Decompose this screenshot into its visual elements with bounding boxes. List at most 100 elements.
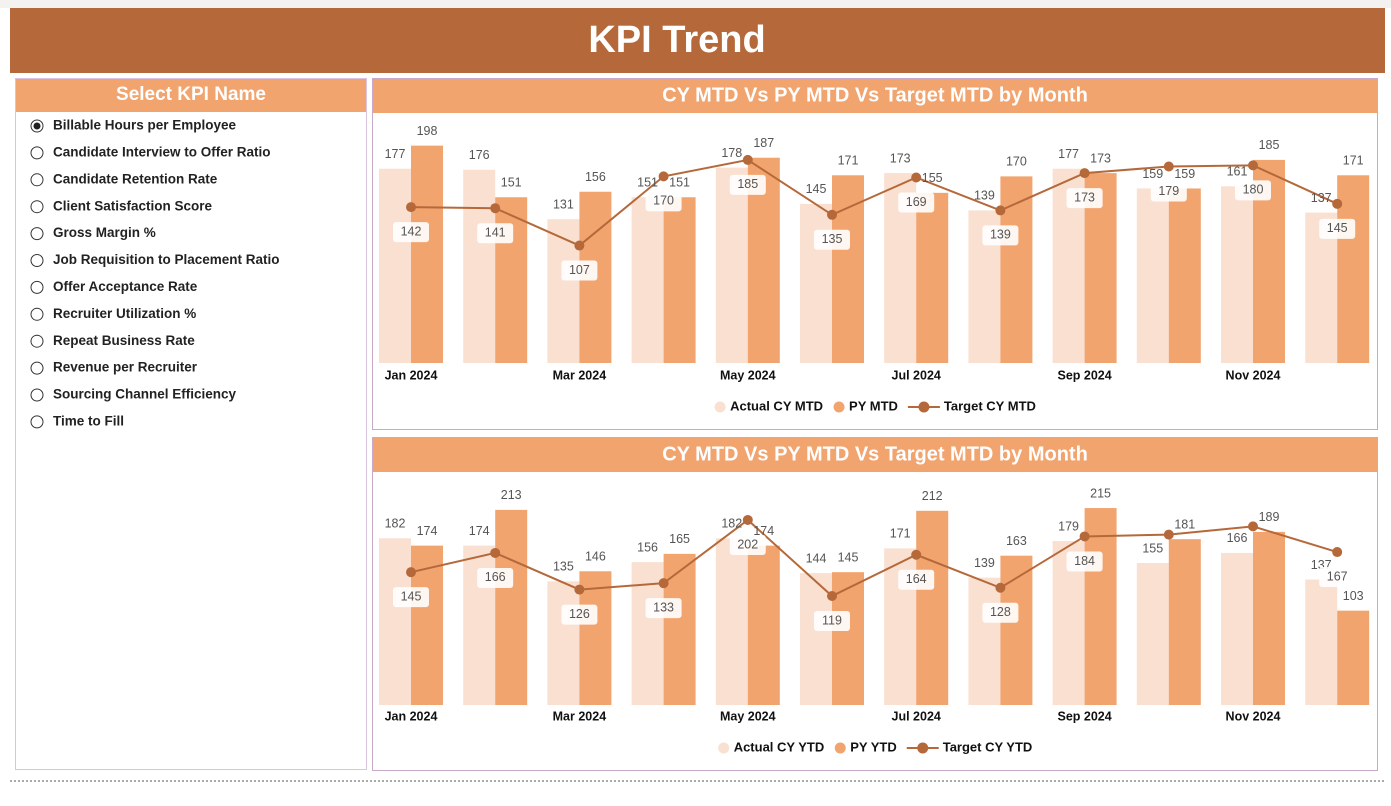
target-label: 142 bbox=[401, 224, 422, 238]
target-label: 145 bbox=[1327, 221, 1348, 235]
target-label-box bbox=[477, 223, 514, 244]
target-label: 166 bbox=[485, 570, 506, 584]
bar-label: 187 bbox=[753, 136, 774, 150]
slicer-item[interactable]: Billable Hours per Employee bbox=[53, 118, 237, 133]
slicer-item[interactable]: Repeat Business Rate bbox=[53, 333, 195, 348]
x-tick-label: Jan 2024 bbox=[385, 709, 438, 723]
slicer-item[interactable]: Sourcing Channel Efficiency bbox=[53, 387, 237, 402]
target-label: 180 bbox=[1243, 183, 1264, 197]
radio-button[interactable] bbox=[30, 200, 44, 214]
radio-button[interactable] bbox=[30, 227, 44, 241]
chart-title: CY MTD Vs PY MTD Vs Target MTD by Month bbox=[662, 84, 1088, 106]
bar bbox=[916, 192, 949, 363]
slicer-item[interactable]: Revenue per Recruiter bbox=[53, 360, 198, 375]
bar-label: 156 bbox=[585, 170, 606, 184]
target-label: 139 bbox=[990, 228, 1011, 242]
x-tick-label: Nov 2024 bbox=[1226, 368, 1281, 382]
bar bbox=[547, 219, 580, 363]
target-label-box bbox=[477, 567, 514, 588]
target-label-box bbox=[393, 587, 429, 608]
bar-label: 151 bbox=[501, 176, 522, 190]
bar-label: 155 bbox=[1142, 541, 1163, 555]
legend-label: Target CY MTD bbox=[944, 398, 1036, 413]
x-tick-label: May 2024 bbox=[720, 709, 776, 723]
slicer-item[interactable]: Recruiter Utilization % bbox=[53, 306, 196, 321]
line-point bbox=[1163, 529, 1174, 540]
slicer-item[interactable]: Gross Margin % bbox=[53, 225, 156, 240]
radio-button[interactable] bbox=[30, 254, 44, 267]
chart-header bbox=[373, 79, 1377, 113]
line-point bbox=[911, 549, 922, 560]
bar-label: 198 bbox=[417, 124, 438, 138]
chart-frame bbox=[372, 437, 1378, 771]
page-title: KPI Trend bbox=[588, 19, 765, 61]
target-label-box bbox=[982, 225, 1019, 246]
bar bbox=[547, 581, 580, 705]
bar bbox=[411, 545, 443, 705]
slicer-item[interactable]: Job Requisition to Placement Ratio bbox=[53, 252, 280, 267]
target-label-box bbox=[561, 260, 598, 281]
target-label-box bbox=[1319, 567, 1356, 588]
legend-label: Actual CY YTD bbox=[734, 739, 825, 754]
target-label: 145 bbox=[401, 589, 422, 603]
target-label: 170 bbox=[653, 194, 674, 208]
radio-button[interactable] bbox=[30, 280, 44, 294]
bar-label: 171 bbox=[1343, 154, 1364, 168]
bar-label: 151 bbox=[669, 176, 690, 190]
radio-button[interactable] bbox=[30, 415, 44, 429]
bar-label: 139 bbox=[974, 556, 995, 570]
legend-label: PY YTD bbox=[850, 739, 896, 754]
bar bbox=[916, 510, 949, 705]
slicer-item[interactable]: Time to Fill bbox=[53, 413, 124, 428]
target-label-box bbox=[1150, 181, 1187, 202]
target-label: 179 bbox=[1158, 184, 1179, 198]
bar-label: 171 bbox=[838, 154, 859, 168]
legend-marker bbox=[918, 401, 930, 413]
slicer-item[interactable]: Candidate Interview to Offer Ratio bbox=[53, 144, 271, 159]
target-label: 141 bbox=[485, 226, 506, 240]
slicer-panel bbox=[15, 78, 367, 770]
bar-label: 176 bbox=[469, 148, 490, 162]
bar bbox=[1253, 531, 1285, 705]
line-point bbox=[658, 171, 669, 182]
radio-dot bbox=[33, 122, 41, 130]
x-tick-label: Jul 2024 bbox=[892, 368, 941, 382]
target-label-box bbox=[561, 604, 598, 625]
bar bbox=[832, 572, 864, 705]
bar-label: 139 bbox=[974, 189, 995, 203]
bar bbox=[463, 169, 496, 363]
bar bbox=[968, 577, 1001, 705]
legend-marker bbox=[714, 401, 726, 413]
bar bbox=[579, 571, 612, 705]
legend-marker bbox=[917, 742, 929, 754]
slicer-item[interactable]: Client Satisfaction Score bbox=[53, 198, 213, 213]
bar-label: 144 bbox=[806, 551, 827, 565]
radio-button[interactable] bbox=[30, 307, 44, 321]
slicer-item[interactable]: Offer Acceptance Rate bbox=[53, 279, 198, 294]
bar-label: 215 bbox=[1090, 486, 1111, 500]
bar bbox=[1221, 552, 1253, 705]
bar bbox=[1337, 610, 1370, 705]
target-label-box bbox=[393, 222, 429, 243]
slicer-item[interactable]: Candidate Retention Rate bbox=[53, 171, 218, 186]
bar-label: 185 bbox=[1259, 138, 1280, 152]
bar bbox=[379, 538, 411, 705]
bar bbox=[495, 197, 528, 363]
bar-label: 173 bbox=[890, 151, 911, 165]
bar-label: 103 bbox=[1343, 589, 1364, 603]
bar-label: 146 bbox=[585, 550, 606, 564]
radio-button[interactable] bbox=[30, 334, 44, 348]
bar-label: 165 bbox=[669, 532, 690, 546]
radio-button[interactable] bbox=[30, 173, 44, 187]
bar bbox=[1000, 555, 1033, 705]
radio-button[interactable] bbox=[30, 146, 44, 160]
bar-label: 178 bbox=[721, 146, 742, 160]
target-label-box bbox=[982, 602, 1019, 623]
radio-button[interactable] bbox=[30, 388, 44, 402]
radio-button[interactable] bbox=[30, 361, 44, 375]
target-label-box bbox=[898, 192, 935, 213]
line-point bbox=[490, 547, 501, 558]
legend-marker bbox=[834, 742, 846, 754]
bar bbox=[1136, 188, 1169, 363]
